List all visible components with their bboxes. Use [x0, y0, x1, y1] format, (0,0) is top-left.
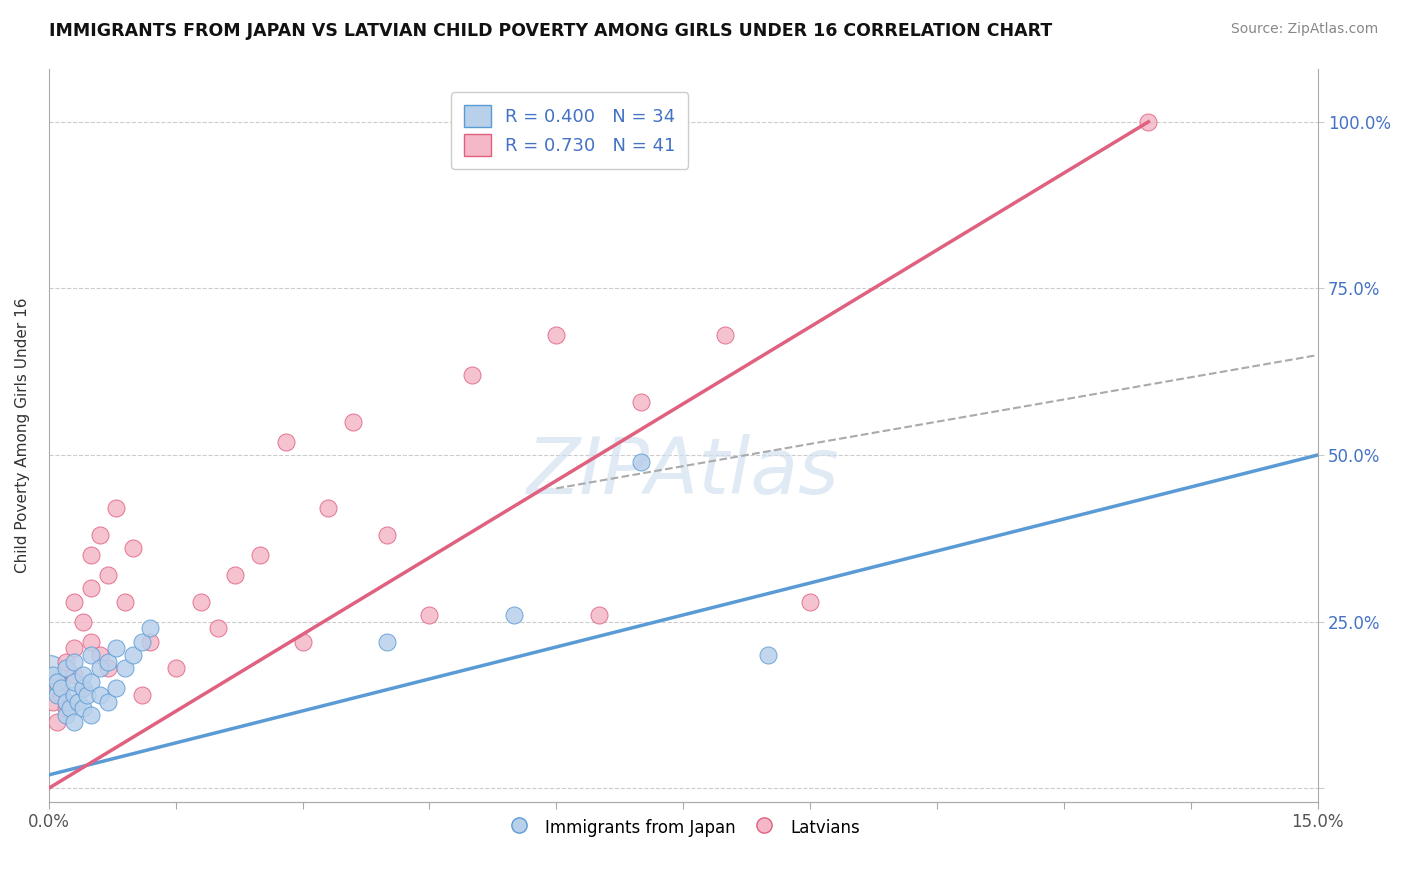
- Point: [80, 634, 103, 648]
- Point: [418, 607, 440, 622]
- Point: [97, 568, 120, 582]
- Point: [105, 681, 128, 696]
- Point: [63, 674, 86, 689]
- Point: [630, 394, 652, 409]
- Point: [546, 328, 568, 343]
- Point: [42, 668, 65, 682]
- Point: [114, 594, 136, 608]
- Point: [274, 434, 297, 449]
- Point: [63, 641, 86, 656]
- Point: [46, 674, 69, 689]
- Point: [72, 615, 94, 629]
- Point: [59, 701, 82, 715]
- Point: [105, 641, 128, 656]
- Point: [97, 695, 120, 709]
- Point: [799, 594, 821, 608]
- Point: [207, 621, 229, 635]
- Point: [342, 415, 364, 429]
- Point: [72, 681, 94, 696]
- Point: [72, 681, 94, 696]
- Point: [139, 634, 162, 648]
- Point: [46, 714, 69, 729]
- Point: [756, 648, 779, 662]
- Point: [42, 695, 65, 709]
- Point: [316, 501, 339, 516]
- Point: [63, 655, 86, 669]
- Point: [291, 634, 314, 648]
- Point: [63, 668, 86, 682]
- Point: [63, 714, 86, 729]
- Point: [375, 528, 398, 542]
- Point: [249, 548, 271, 562]
- Point: [72, 701, 94, 715]
- Point: [97, 661, 120, 675]
- Point: [80, 648, 103, 662]
- Point: [131, 634, 153, 648]
- Point: [46, 688, 69, 702]
- Point: [89, 528, 111, 542]
- Point: [80, 708, 103, 723]
- Point: [105, 501, 128, 516]
- Text: ZIPAtlas: ZIPAtlas: [527, 434, 839, 509]
- Point: [38, 665, 60, 679]
- Point: [89, 648, 111, 662]
- Text: IMMIGRANTS FROM JAPAN VS LATVIAN CHILD POVERTY AMONG GIRLS UNDER 16 CORRELATION : IMMIGRANTS FROM JAPAN VS LATVIAN CHILD P…: [49, 22, 1053, 40]
- Point: [80, 674, 103, 689]
- Legend: Immigrants from Japan, Latvians: Immigrants from Japan, Latvians: [499, 811, 866, 845]
- Point: [55, 695, 77, 709]
- Point: [139, 621, 162, 635]
- Point: [190, 594, 212, 608]
- Point: [55, 655, 77, 669]
- Point: [224, 568, 246, 582]
- Text: Source: ZipAtlas.com: Source: ZipAtlas.com: [1230, 22, 1378, 37]
- Point: [131, 688, 153, 702]
- Point: [375, 634, 398, 648]
- Point: [55, 708, 77, 723]
- Point: [55, 701, 77, 715]
- Point: [114, 661, 136, 675]
- Point: [503, 607, 526, 622]
- Point: [63, 688, 86, 702]
- Point: [67, 695, 90, 709]
- Point: [122, 541, 145, 556]
- Point: [1137, 115, 1160, 129]
- Point: [51, 688, 73, 702]
- Point: [630, 455, 652, 469]
- Point: [55, 661, 77, 675]
- Point: [89, 688, 111, 702]
- Point: [76, 688, 98, 702]
- Point: [80, 582, 103, 596]
- Point: [460, 368, 482, 382]
- Y-axis label: Child Poverty Among Girls Under 16: Child Poverty Among Girls Under 16: [15, 297, 30, 573]
- Point: [80, 548, 103, 562]
- Point: [588, 607, 610, 622]
- Point: [714, 328, 737, 343]
- Point: [72, 668, 94, 682]
- Point: [46, 674, 69, 689]
- Point: [63, 594, 86, 608]
- Point: [97, 655, 120, 669]
- Point: [165, 661, 187, 675]
- Point: [122, 648, 145, 662]
- Point: [89, 661, 111, 675]
- Point: [51, 681, 73, 696]
